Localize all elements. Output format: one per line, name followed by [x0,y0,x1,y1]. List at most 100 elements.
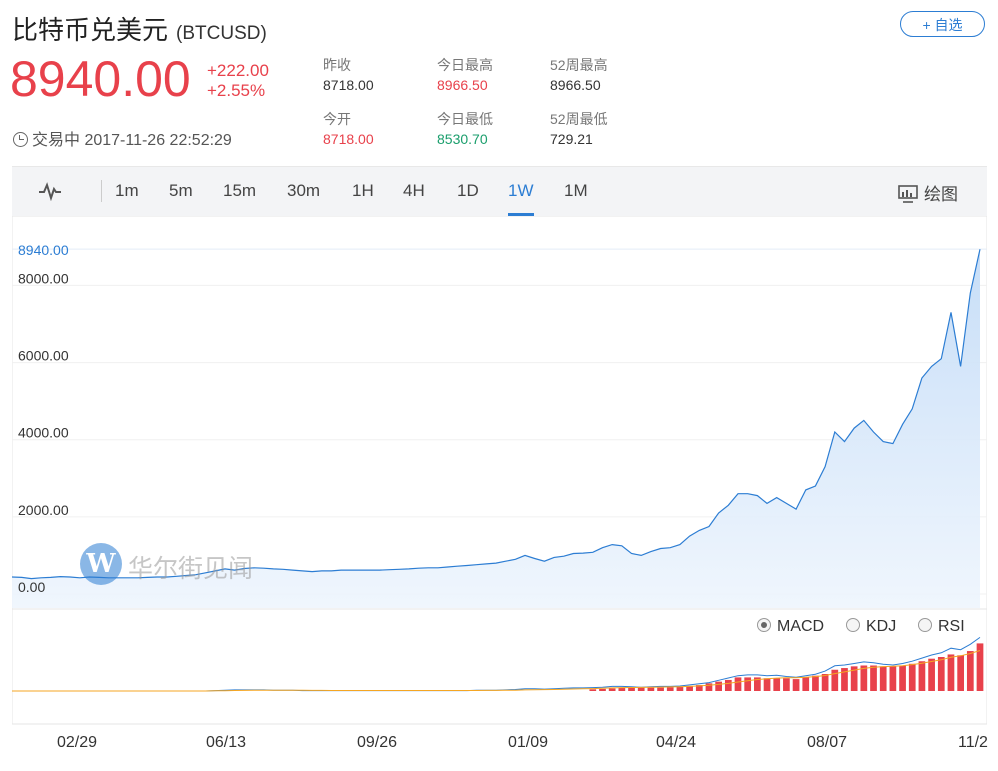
change-percent: +2.55% [207,81,266,100]
period-15m[interactable]: 15m [223,181,257,200]
macd-bar [724,679,732,691]
macd-bar [599,688,606,691]
period-30m[interactable]: 30m [287,181,321,200]
line-chart-toggle-icon[interactable] [38,181,62,201]
radio-icon [846,618,860,632]
stat-label: 今开 [323,111,351,127]
x-tick-label: 02/29 [57,734,98,751]
price-area [12,249,980,608]
y-tick-label: 2000.00 [18,502,69,518]
x-tick-label: 09/26 [357,734,398,751]
monitor-chart-icon [898,185,918,203]
y-tick-label: 4000.00 [18,425,69,441]
macd-bar [773,678,781,691]
period-1d[interactable]: 1D [457,181,479,200]
macd-bar [976,643,984,691]
add-watchlist-button[interactable]: + 自选 [900,11,985,37]
macd-bar [841,668,848,691]
price-line [12,249,981,580]
last-price: 8940.00 [10,51,191,107]
stat-day-high: 今日最高 8966.50 [437,55,493,95]
stat-label: 52周最低 [550,111,608,127]
macd-bar [928,658,935,691]
stat-value: 8718.00 [323,131,374,147]
macd-bar [870,665,877,691]
change-value: +222.00 [207,61,269,80]
macd-bar [686,685,693,691]
draw-tool-button[interactable]: 绘图 [898,180,958,205]
watermark-text: 华尔街见闻 [128,555,254,583]
period-4h[interactable]: 4H [403,181,425,200]
stat-value: 8966.50 [550,77,601,93]
macd-bar [889,666,897,691]
stat-label: 今日最高 [437,57,493,73]
macd-bar [695,685,703,691]
draw-label: 绘图 [924,185,958,204]
macd-histogram [589,643,984,691]
x-tick-label: 08/07 [807,734,848,751]
stat-label: 52周最高 [550,57,608,73]
macd-bar [715,681,722,691]
y-tick-label: 8000.00 [18,270,69,286]
status-text: 交易中 2017-11-26 22:52:29 [32,132,232,149]
price-change: +222.00 +2.55% [207,61,269,101]
stat-value: 8718.00 [323,77,374,93]
period-1m[interactable]: 1m [115,181,139,200]
last-price-label: 8940.00 [18,242,69,258]
instrument-name: 比特币兑美元 [12,15,169,45]
toolbar-divider [101,180,102,202]
stat-day-low: 今日最低 8530.70 [437,109,493,149]
watermark-w-icon: W [80,543,122,585]
macd-bar [657,687,664,691]
radio-selected-icon [757,618,771,632]
macd-bar [608,688,616,691]
clock-icon [13,132,28,147]
chart-toolbar: 1m 5m 15m 30m 1H 4H 1D 1W 1M 绘图 [12,166,987,217]
stat-52w-low: 52周最低 729.21 [550,109,608,149]
macd-bar [879,666,887,691]
macd-bar [908,663,916,691]
stat-label: 今日最低 [437,111,493,127]
period-1h[interactable]: 1H [352,181,374,200]
stat-open: 今开 8718.00 [323,109,374,149]
macd-bar [647,687,655,691]
trading-status: 交易中 2017-11-26 22:52:29 [13,126,232,150]
macd-bar [802,677,810,691]
macd-bar [966,651,974,691]
period-1mo[interactable]: 1M [564,181,588,200]
stat-label: 昨收 [323,57,351,73]
x-tick-label: 06/13 [206,734,247,751]
macd-plot-frame [12,608,987,725]
instrument-title: 比特币兑美元 (BTCUSD) [12,10,267,47]
price-chart[interactable]: 0.00 2000.00 4000.00 6000.00 8000.00 8940.00 [12,216,987,725]
macd-dea-line [12,650,981,692]
macd-bar [821,674,829,691]
macd-bar [957,655,964,691]
macd-bar [850,666,858,691]
x-tick-label: 01/09 [508,734,549,751]
y-tick-label: 6000.00 [18,348,69,364]
macd-bar [899,665,906,691]
macd-bar [812,675,819,691]
indicator-label: KDJ [866,618,897,635]
x-tick-label: 11/2 [958,734,988,751]
macd-bar [705,683,713,691]
stat-value: 8530.70 [437,131,488,147]
y-tick-label: 0.00 [18,579,45,595]
x-tick-label: 04/24 [656,734,697,751]
macd-bar [937,657,945,691]
period-1w[interactable]: 1W [508,181,534,216]
macd-bar [792,679,800,691]
macd-bar [637,687,645,691]
instrument-code: (BTCUSD) [176,23,267,44]
macd-bar [618,688,626,691]
indicator-label: MACD [777,618,825,635]
macd-bar [676,686,684,691]
macd-bar [628,687,635,691]
indicator-rsi[interactable]: RSI [918,618,965,636]
period-5m[interactable]: 5m [169,181,193,200]
stat-value: 729.21 [550,131,593,147]
indicator-kdj[interactable]: KDJ [846,618,896,636]
indicator-macd[interactable]: MACD [757,618,824,636]
stat-52w-high: 52周最高 8966.50 [550,55,608,95]
